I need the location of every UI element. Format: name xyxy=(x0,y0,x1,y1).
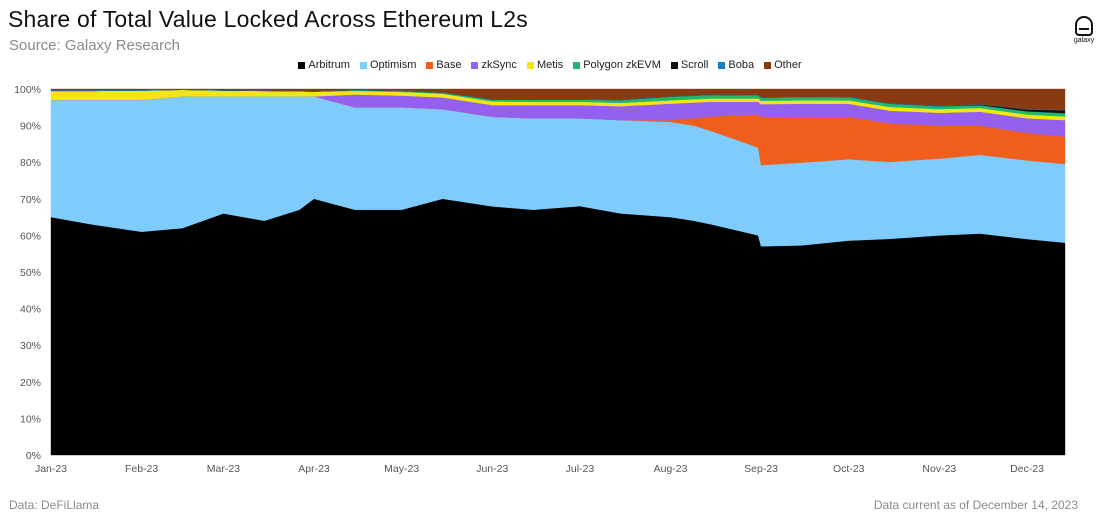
y-tick-label: 50% xyxy=(20,267,41,279)
legend-label: Boba xyxy=(728,59,755,71)
x-tick-label: Mar-23 xyxy=(207,463,240,475)
legend-label: Scroll xyxy=(680,59,709,71)
legend-swatch xyxy=(526,61,534,69)
logo-text: galaxy xyxy=(1073,37,1095,44)
x-tick-label: Aug-23 xyxy=(654,463,688,475)
y-tick-label: 20% xyxy=(20,377,41,389)
legend-label: Base xyxy=(436,59,462,71)
x-tick-label: Nov-23 xyxy=(922,463,956,475)
legend-swatch xyxy=(670,61,678,69)
x-tick-label: Jul-23 xyxy=(566,463,595,475)
legend-label: zkSync xyxy=(481,59,517,71)
legend-label: Polygon zkEVM xyxy=(583,59,661,71)
legend-label: Metis xyxy=(536,59,564,71)
legend-item-polygon-zkevm: Polygon zkEVM xyxy=(573,59,661,71)
y-tick-label: 30% xyxy=(20,340,41,352)
legend-item-base: Base xyxy=(426,59,461,71)
x-tick-label: Apr-23 xyxy=(298,463,330,475)
y-tick-label: 40% xyxy=(20,304,41,316)
x-tick-label: Jan-23 xyxy=(35,463,67,475)
data-source-note: Data: DeFiLlama xyxy=(9,498,100,512)
galaxy-logo: galaxy xyxy=(1070,16,1098,44)
legend-item-other: Other xyxy=(764,59,802,71)
y-tick-label: 10% xyxy=(20,413,41,425)
y-tick-label: 70% xyxy=(20,194,41,206)
legend-item-scroll: Scroll xyxy=(670,59,709,71)
legend-item-optimism: Optimism xyxy=(359,59,417,71)
legend-label: Optimism xyxy=(369,59,417,71)
y-tick-label: 90% xyxy=(20,121,41,133)
chart-legend: Arbitrum Optimism Base zkSync Metis Polygon z… xyxy=(0,59,1100,71)
legend-swatch xyxy=(359,61,367,69)
legend-swatch xyxy=(471,61,479,69)
legend-item-metis: Metis xyxy=(526,59,564,71)
y-tick-label: 60% xyxy=(20,230,41,242)
legend-swatch xyxy=(298,61,306,69)
legend-item-zksync: zkSync xyxy=(471,59,517,71)
x-tick-label: Dec-23 xyxy=(1010,463,1044,475)
galaxy-logo-icon xyxy=(1075,16,1093,36)
data-current-note: Data current as of December 14, 2023 xyxy=(873,498,1078,512)
x-tick-label: May-23 xyxy=(384,463,419,475)
legend-swatch xyxy=(426,61,434,69)
x-tick-label: Sep-23 xyxy=(744,463,778,475)
legend-swatch xyxy=(718,61,726,69)
legend-item-boba: Boba xyxy=(718,59,754,71)
x-tick-label: Oct-23 xyxy=(833,463,865,475)
y-tick-label: 100% xyxy=(14,84,41,96)
chart-subtitle: Source: Galaxy Research xyxy=(9,37,180,54)
legend-item-arbitrum: Arbitrum xyxy=(298,59,350,71)
chart-title: Share of Total Value Locked Across Ether… xyxy=(8,6,528,32)
legend-swatch xyxy=(573,61,581,69)
area-other xyxy=(50,88,1066,111)
y-tick-label: 80% xyxy=(20,157,41,169)
x-tick-label: Feb-23 xyxy=(125,463,158,475)
legend-label: Arbitrum xyxy=(308,59,350,71)
legend-label: Other xyxy=(774,59,802,71)
legend-swatch xyxy=(764,61,772,69)
x-tick-label: Jun-23 xyxy=(476,463,508,475)
y-tick-label: 0% xyxy=(26,450,41,462)
